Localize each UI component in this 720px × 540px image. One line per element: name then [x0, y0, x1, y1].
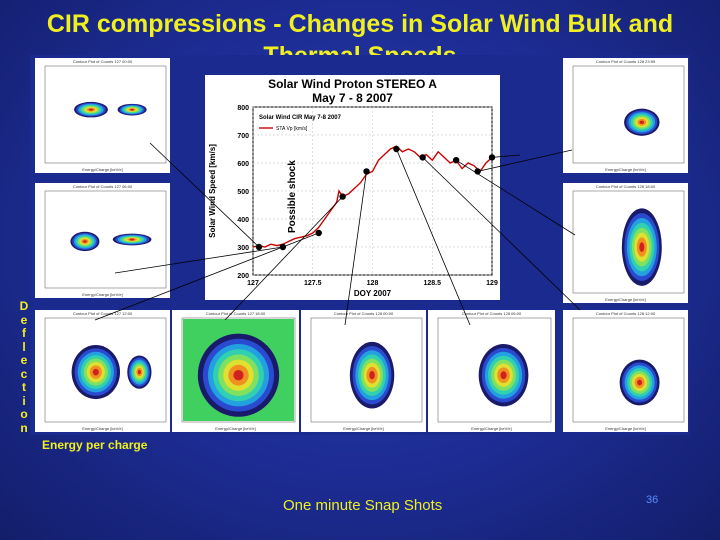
snapshot-xlabel: Energy/Charge [keV/e] — [605, 297, 646, 302]
x-tick-label: 127 — [247, 280, 259, 287]
snapshot-127-1200: Contour Plot of Counts 127 12:00 Energy/… — [35, 310, 170, 432]
snapshot-xlabel: Energy/Charge [keV/e] — [215, 426, 256, 431]
x-axis-label: DOY 2007 — [354, 289, 392, 298]
connector-line — [224, 196, 343, 321]
x-tick-label: 129 — [486, 280, 498, 287]
contour-level — [92, 368, 99, 376]
connector-line — [491, 154, 521, 158]
contour-level — [369, 371, 375, 380]
possible-shock-annotation: Possible shock — [287, 160, 298, 233]
y-tick-label: 700 — [237, 133, 249, 140]
connector-line — [149, 142, 260, 248]
snapshot-xlabel: Energy/Charge [keV/e] — [343, 426, 384, 431]
snapshot-title: Contour Plot of Counts 127 00:00 — [72, 59, 133, 64]
contour-plot-svg — [181, 317, 296, 423]
y-axis-label: Solar Wind Speed [km/s] — [208, 144, 217, 238]
contour-level — [639, 120, 645, 124]
contour-plot-svg — [437, 317, 552, 423]
contour-plot-svg — [310, 317, 423, 423]
contour-plot-svg — [44, 317, 167, 423]
contour-frame — [44, 65, 167, 164]
snapshot-xlabel: Energy/Charge [keV/e] — [82, 426, 123, 431]
x-tick-label: 128 — [367, 280, 379, 287]
snapshot-title: Contour Plot of Counts 128 06:00 — [461, 311, 522, 316]
snapshot-128-0000: Contour Plot of Counts 128 00:00 Energy/… — [301, 310, 426, 432]
snapshot-title: Contour Plot of Counts 127 18:00 — [205, 311, 266, 316]
chart-plot-svg: 200 300 400 500 600 700 800 127 127.5 128 128.5 129… — [208, 105, 498, 298]
axis-ticks: 200 300 400 500 600 700 800 127 127.5 128 128.5 129 — [237, 105, 498, 287]
y-tick-label: 400 — [237, 217, 249, 224]
contour-plot-svg — [44, 190, 167, 289]
contour-level — [639, 242, 645, 252]
connector-line — [114, 246, 283, 274]
connector-line — [422, 157, 581, 311]
connector-line — [477, 149, 573, 172]
snapshot-xlabel: Energy/Charge [keV/e] — [471, 426, 512, 431]
chart-title: Solar Wind Proton STEREO A — [268, 77, 437, 91]
chart-subtitle: May 7 - 8 2007 — [312, 91, 393, 105]
connector-line — [455, 159, 576, 236]
snapshot-title: Contour Plot of Counts 128 23:59 — [595, 59, 656, 64]
y-tick-label: 800 — [237, 105, 249, 112]
snapshot-128-1200: Contour Plot of Counts 128 12:00 Energy/… — [563, 310, 688, 432]
contour-plot-svg — [572, 65, 685, 164]
contour-level — [233, 370, 244, 381]
contour-level — [500, 371, 507, 380]
footer-caption: One minute Snap Shots — [283, 497, 443, 514]
y-tick-label: 200 — [237, 273, 249, 280]
marker-point — [488, 154, 496, 161]
series-line-sta-vp — [252, 145, 493, 248]
legend-entry: STA Vp [km/s] — [276, 126, 308, 132]
contour-level — [130, 108, 134, 111]
connector-line — [344, 171, 367, 326]
contour-plot-svg — [572, 317, 685, 423]
contour-level — [83, 240, 87, 243]
y-tick-label: 600 — [237, 161, 249, 168]
snapshot-xlabel: Energy/Charge [keV/e] — [605, 167, 646, 172]
snapshot-127-0000: Contour Plot of Counts 127 00:00 Energy/… — [35, 58, 170, 173]
snapshot-title: Contour Plot of Counts 127 06:00 — [72, 184, 133, 189]
y-tick-label: 300 — [237, 245, 249, 252]
contour-level — [88, 108, 94, 111]
main-chart: Solar Wind Proton STEREO A May 7 - 8 200… — [205, 75, 500, 300]
snapshot-128-0600: Contour Plot of Counts 128 06:00 Energy/… — [428, 310, 555, 432]
contour-level — [137, 370, 141, 375]
contour-plot-svg — [572, 190, 685, 294]
snapshot-xlabel: Energy/Charge [keV/e] — [82, 292, 123, 297]
snapshot-127-0600: Contour Plot of Counts 127 06:00 Energy/… — [35, 183, 170, 298]
contour-level — [637, 379, 643, 386]
snapshot-xlabel: Energy/Charge [keV/e] — [82, 167, 123, 172]
snapshot-title: Contour Plot of Counts 128 18:00 — [595, 184, 656, 189]
snapshot-title: Contour Plot of Counts 128 12:00 — [595, 311, 656, 316]
contour-plot-svg — [44, 65, 167, 164]
page-number: 36 — [646, 494, 659, 506]
connector-line — [396, 148, 471, 326]
contour-level — [129, 238, 135, 241]
x-tick-label: 128.5 — [423, 280, 441, 287]
snapshot-127-1800: Contour Plot of Counts 127 18:00 Energy/… — [172, 310, 299, 432]
snapshot-xlabel: Energy/Charge [keV/e] — [605, 426, 646, 431]
snapshot-title: Contour Plot of Counts 128 00:00 — [333, 311, 394, 316]
x-tick-label: 127.5 — [304, 280, 322, 287]
energy-per-charge-label: Energy per charge — [42, 438, 148, 452]
y-tick-label: 500 — [237, 189, 249, 196]
inner-title: Solar Wind CIR May 7-8 2007 — [259, 115, 342, 121]
snapshot-128-1800: Contour Plot of Counts 128 18:00 Energy/… — [563, 183, 688, 303]
snapshot-title: Contour Plot of Counts 127 12:00 — [72, 311, 133, 316]
snapshot-128-2359: Contour Plot of Counts 128 23:59 Energy/… — [563, 58, 688, 173]
connector-line — [94, 232, 319, 321]
